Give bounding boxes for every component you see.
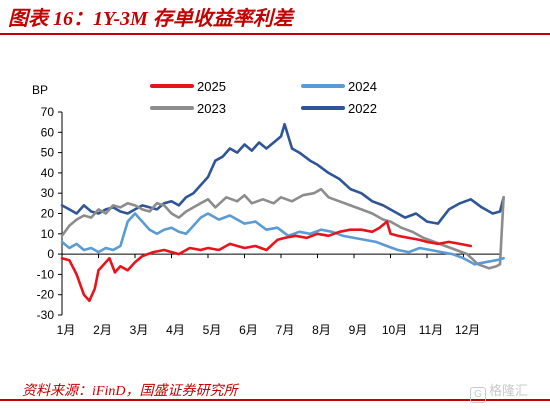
y-tick-label: -30 <box>37 308 55 322</box>
legend: 2025 2024 2023 2022 <box>150 79 377 116</box>
series-line-2023 <box>60 187 505 270</box>
y-tick-label: -10 <box>37 267 55 281</box>
y-tick-label: 10 <box>41 227 55 241</box>
chart: -30 -20 -10 0 10 20 30 40 50 60 70 BP 1月 2月 3月 4月 5月 6月 7月… <box>32 79 505 337</box>
axes: -30 -20 -10 0 10 20 30 40 50 60 70 BP 1月 2月 3月 4月 5月 6月 7月… <box>32 83 501 337</box>
x-tick-label: 1月 <box>57 323 76 337</box>
series-line-2025 <box>60 220 473 303</box>
legend-label-2022: 2022 <box>348 101 377 116</box>
x-tick-label: 3月 <box>130 323 149 337</box>
x-tick-label: 4月 <box>166 323 185 337</box>
watermark-text: 格隆汇 <box>489 383 529 398</box>
bottom-rule <box>0 399 550 401</box>
y-tick-label: 0 <box>47 247 54 261</box>
x-tick-label: 2月 <box>93 323 112 337</box>
y-tick-label: 50 <box>41 146 55 160</box>
gelonghui-logo-icon: G <box>470 387 486 403</box>
series-line-2022 <box>60 122 505 225</box>
source-note: 资料来源：iFinD，国盛证券研究所 <box>22 384 238 399</box>
y-tick-label: 20 <box>41 207 55 221</box>
y-tick-label: -20 <box>37 288 55 302</box>
x-tick-label: 12月 <box>455 323 480 337</box>
chart-title: 图表 16：1Y-3M 存单收益率利差 <box>8 8 293 30</box>
title-rule <box>0 33 550 35</box>
series-layer <box>60 122 505 303</box>
watermark: G 格隆汇 <box>470 380 528 403</box>
x-tick-label: 7月 <box>276 323 295 337</box>
y-tick-label: 30 <box>41 186 55 200</box>
y-tick-label: 60 <box>41 125 55 139</box>
x-tick-label: 5月 <box>203 323 222 337</box>
x-tick-label: 6月 <box>239 323 258 337</box>
y-tick-label: 70 <box>41 105 55 119</box>
y-tick-label: 40 <box>41 166 55 180</box>
x-tick-label: 9月 <box>349 323 368 337</box>
x-tick-label: 8月 <box>312 323 331 337</box>
legend-label-2024: 2024 <box>348 79 377 94</box>
x-tick-label: 10月 <box>382 323 407 337</box>
legend-label-2025: 2025 <box>197 79 226 94</box>
legend-label-2023: 2023 <box>197 101 226 116</box>
y-axis-label: BP <box>32 83 48 97</box>
series-line-2024 <box>60 212 505 266</box>
x-tick-label: 11月 <box>419 323 443 337</box>
